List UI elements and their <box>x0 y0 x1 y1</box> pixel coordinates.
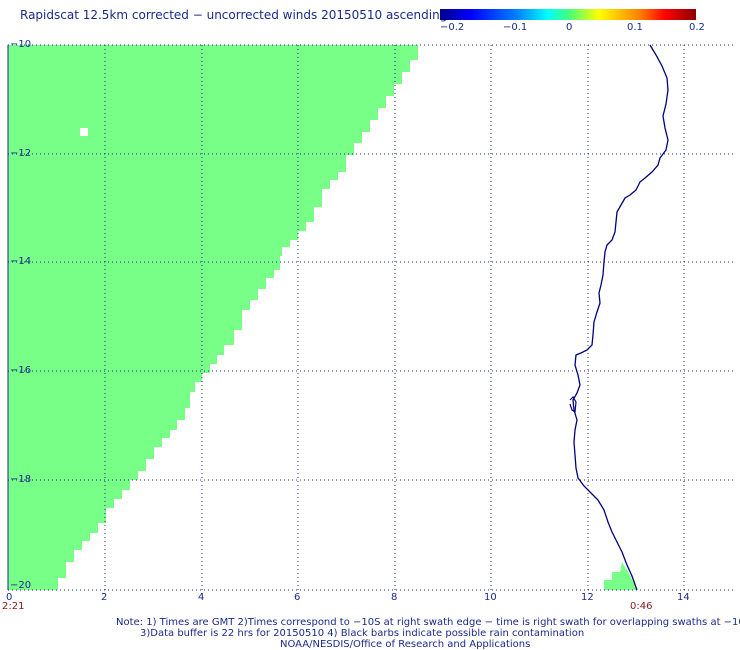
lat-label-14s: −14 <box>10 256 32 267</box>
swath-gap <box>80 128 88 136</box>
colorbar-tick-neg02: −0.2 <box>440 22 465 33</box>
colorbar <box>440 9 696 20</box>
colorbar-tick-pos01: 0.1 <box>627 22 643 33</box>
wind-swath-patch <box>604 562 637 590</box>
lon-label-4: 4 <box>198 592 205 603</box>
lat-label-18s: −18 <box>10 474 32 485</box>
coastline-island <box>569 396 577 414</box>
note-line-2: 3)Data buffer is 22 hrs for 20150510 4) … <box>140 628 585 639</box>
wind-swath <box>8 45 418 590</box>
time-left: 2:21 <box>2 601 25 612</box>
lat-label-20s: −20 <box>10 580 32 591</box>
colorbar-tick-zero: 0 <box>566 22 573 33</box>
time-right: 0:46 <box>630 601 653 612</box>
lon-label-8: 8 <box>391 592 398 603</box>
lat-label-10s: −10 <box>10 39 32 50</box>
lon-label-14: 14 <box>677 592 690 603</box>
colorbar-tick-neg01: −0.1 <box>503 22 528 33</box>
lon-label-6: 6 <box>294 592 301 603</box>
coastline <box>572 44 669 591</box>
lat-label-16s: −16 <box>10 365 32 376</box>
note-line-1: Note: 1) Times are GMT 2)Times correspon… <box>116 617 740 628</box>
lon-label-10: 10 <box>484 592 497 603</box>
grid-lines <box>8 44 735 591</box>
lat-label-12s: −12 <box>10 148 32 159</box>
lon-label-12: 12 <box>581 592 594 603</box>
colorbar-tick-pos02: 0.2 <box>689 22 705 33</box>
note-line-3: NOAA/NESDIS/Office of Research and Appli… <box>280 639 531 650</box>
lon-label-0: 0 <box>6 592 13 603</box>
lon-label-2: 2 <box>101 592 108 603</box>
chart-title: Rapidscat 12.5km corrected − uncorrected… <box>20 8 448 22</box>
